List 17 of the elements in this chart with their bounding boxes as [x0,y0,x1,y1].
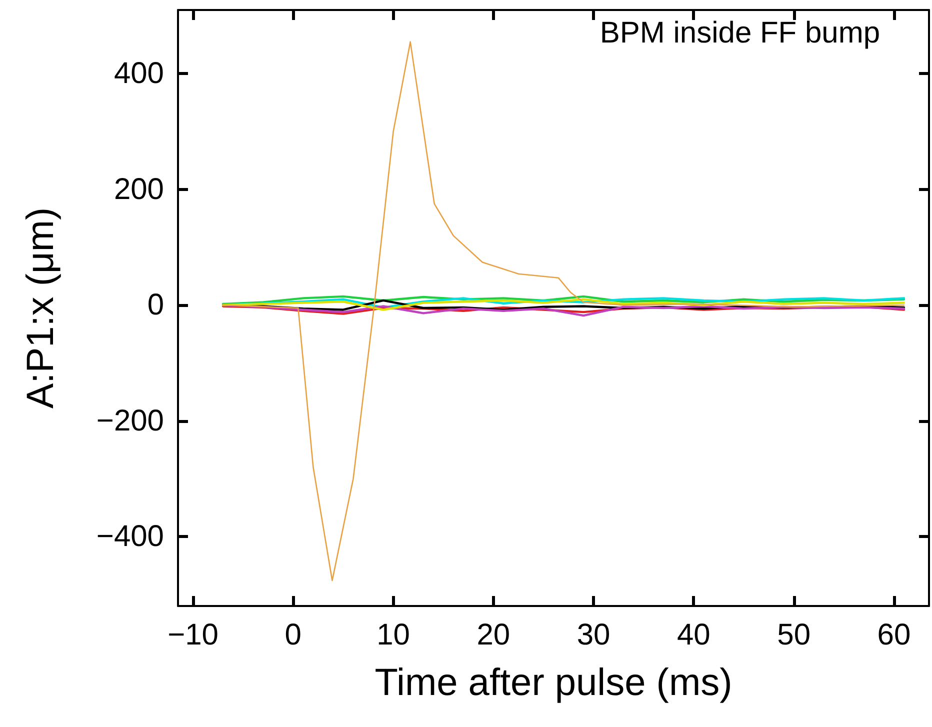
y-axis-title: A:P1:x (μm) [20,207,62,409]
y-tick-label: −200 [96,404,164,438]
y-tick-label: 0 [147,288,164,322]
y-tick-label: 400 [114,57,164,90]
x-tick-label: 20 [476,618,510,652]
x-tick-label: 0 [284,618,302,652]
y-tick-label: 200 [114,172,164,206]
x-tick-label: 10 [376,618,410,652]
x-tick-label: −10 [168,618,218,652]
line-series [222,295,906,306]
annotation: BPM inside FF bump [600,16,880,50]
y-tick-label: −400 [96,520,164,554]
x-tick-label: 30 [576,618,610,652]
x-tick-label: 50 [777,618,811,652]
x-tick-label: 60 [877,618,911,652]
x-tick-label: 40 [677,618,710,652]
x-axis-title: Time after pulse (ms) [374,662,732,704]
